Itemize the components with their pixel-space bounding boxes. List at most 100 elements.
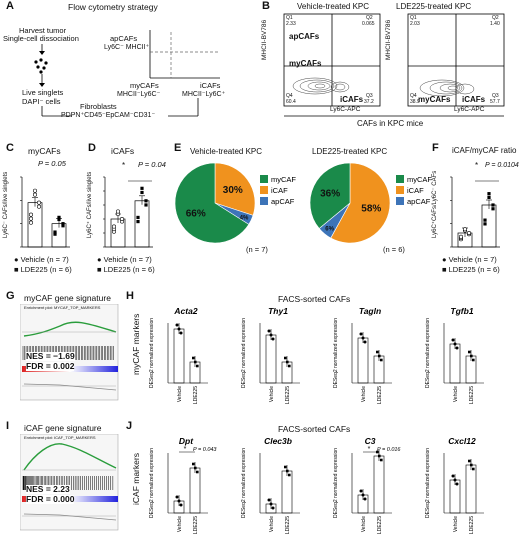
panel-letter-e: E: [174, 142, 182, 154]
gene-h-gene-label-thy1: Thy1: [268, 306, 288, 316]
chart-icafs-dot-1-3: [136, 215, 140, 220]
dissociation-label: Single-cell dissociation: [3, 34, 79, 43]
gene-j-bar-3-1: [465, 464, 477, 514]
panel-c-title: myCAFs: [28, 146, 61, 156]
legend-vehicle-f: ● Vehicle (n = 7): [442, 255, 497, 264]
gene-h-xcat-0-0: Vehicle: [177, 386, 183, 402]
chart-ratio-dot-1-3: [483, 218, 487, 222]
pie-lde225-label-0: 36%: [320, 189, 340, 200]
q2-left-value: 0.065: [362, 21, 375, 27]
gene-j-dpt: Dpt DESeq2 normalized expression Vehicle LD…: [149, 436, 217, 534]
legend-label-apcaf: apCAF: [271, 197, 295, 206]
chart-mycafs-bar-0: [27, 202, 43, 248]
chart-mycafs-dot-0-1: [32, 192, 37, 197]
icafs-quadrant-label-left: iCAFs: [340, 95, 364, 104]
gene-j-dot-3-0-1: [453, 478, 457, 482]
q3-left-value: 37.2: [364, 99, 374, 105]
gene-j-gene-label-c3: C3: [365, 436, 376, 446]
chart-ratio-bar-1: [481, 204, 497, 248]
q1-left-value: 2.33: [286, 21, 296, 27]
gene-j-dot-2-0-2: [363, 497, 367, 501]
chart-icafs-dot-0-5: [120, 216, 125, 221]
pie-vehicle-slice-0: [174, 162, 250, 244]
gsea-g-nes: NES = −1.69: [26, 351, 75, 361]
gene-j-dot-3-0-2: [455, 482, 459, 486]
gene-h-bar-3-0: [449, 343, 461, 384]
gene-h-xcat-1-1: LDE225: [285, 386, 291, 404]
q4-right-value: 38.9: [410, 99, 420, 105]
apcafs-markers-label: Ly6C⁻ MHCII⁺: [104, 44, 150, 51]
gene-h-dot-2-0-1: [361, 336, 365, 340]
gene-j-dot-2-1-1: [378, 454, 381, 458]
gene-j-pval-0: P = 0.043: [193, 447, 217, 453]
gene-h-dot-0-0-1: [177, 327, 181, 331]
gene-h-gene-label-tagln: Tagln: [359, 306, 381, 316]
chart-mycafs-dot-1-5: [61, 222, 65, 226]
gene-j-cxcl12: Cxcl12 DESeq2 normalized expression Vehicl…: [425, 436, 484, 534]
live-singlets-label: Live singlets: [22, 88, 64, 97]
gene-j-ylabel-3: DESeq2 normalized expression: [425, 448, 431, 518]
gene-j-dot-2-0-1: [361, 493, 365, 497]
gene-j-dot-3-1-0: [468, 459, 471, 463]
gene-h-dot-0-1-0: [192, 356, 195, 360]
chart-ratio-dot-1-4: [487, 192, 491, 196]
chart-ratio-dot-1-5: [491, 203, 495, 207]
panel-a-title: Flow cytometry strategy: [68, 2, 158, 12]
q3-left: Q3: [366, 93, 373, 99]
flow-xlabel-right: Ly6C-APC: [454, 106, 485, 113]
chart-mycafs-dot-1-3: [53, 230, 57, 234]
q1-left: Q1: [286, 15, 293, 21]
pie-vehicle-label-1: 30%: [223, 185, 243, 196]
panel-letter-a: A: [6, 0, 14, 12]
chart-mycafs: [20, 176, 70, 248]
panel-i-title: iCAF gene signature: [24, 423, 102, 433]
panel-h-title: FACS-sorted CAFs: [278, 294, 351, 304]
gene-h-xcat-0-1: LDE225: [193, 386, 199, 404]
flow-ylabel-right: MHCII-BV786: [385, 19, 392, 60]
apcafs-quadrant-label: apCAFs: [289, 32, 320, 41]
gene-h-ylabel-3: DESeq2 normalized expression: [425, 318, 431, 388]
gene-h-dot-2-0-2: [363, 340, 367, 344]
gene-j-dot-1-0-1: [269, 502, 273, 506]
gene-h-dot-0-0-0: [175, 323, 179, 327]
chart-ratio-dot-1-2: [491, 207, 495, 211]
legend-swatch-mycaf: [260, 175, 268, 183]
gsea-g-plot-title: Enrichment plot: MYCAF_TOP_MARKERS: [24, 305, 101, 310]
gene-h-bar-2-0: [357, 337, 369, 384]
legend-swatch-apcaf: [396, 197, 404, 205]
panel-j-title: FACS-sorted CAFs: [278, 424, 351, 434]
gsea-i-nes: NES = 2.23: [26, 484, 70, 494]
gene-j-xcat-0-0: Vehicle: [177, 516, 183, 532]
gene-h-dot-1-0-2: [271, 337, 275, 341]
gene-j-xcat-2-0: Vehicle: [361, 516, 367, 532]
icafs-quadrant-label-right: iCAFs: [462, 95, 486, 104]
gene-j-xcat-3-0: Vehicle: [453, 516, 459, 532]
chart-icafs: [103, 176, 153, 248]
panel-letter-c: C: [6, 142, 14, 154]
chart-icafs-bar-1: [134, 200, 150, 248]
fibroblasts-label: Fibroblasts: [80, 102, 117, 111]
gene-j-star-0: *: [184, 446, 187, 453]
chart-mycafs-dot-0-0: [28, 220, 33, 225]
chart-icafs-dot-1-1: [140, 190, 144, 195]
chart-mycafs-dot-0-3: [28, 216, 33, 221]
chart-ratio-dot-1-1: [487, 195, 491, 200]
legend-swatch-icaf: [396, 186, 404, 194]
chart-icafs-dot-1-5: [144, 199, 148, 203]
pie-vehicle: 30% 4% 66%: [174, 162, 256, 244]
ylabel-c: Ly6C⁻ CAFs/live singlets: [3, 171, 9, 238]
chart-icafs-dot-0-6: [112, 224, 117, 229]
q4-left: Q4: [286, 93, 293, 99]
legend-label-mycaf: myCAF: [407, 175, 432, 184]
gene-h-dot-1-0-1: [269, 333, 273, 337]
pie-right-n: (n = 6): [383, 245, 405, 254]
pval-d: P = 0.04: [138, 160, 166, 169]
gene-charts-j: Dpt DESeq2 normalized expression Vehicle LD…: [149, 436, 484, 534]
gene-j-dot-0-1-2: [196, 470, 199, 474]
gene-j-star-2: *: [368, 446, 371, 453]
gene-j-dot-3-1-1: [470, 463, 473, 467]
harvest-label: Harvest tumor: [19, 26, 67, 35]
gene-j-dot-0-0-1: [177, 499, 181, 503]
legend-label-icaf: iCAF: [271, 186, 288, 195]
legend-lde-d: ■ LDE225 (n = 6): [97, 265, 155, 274]
